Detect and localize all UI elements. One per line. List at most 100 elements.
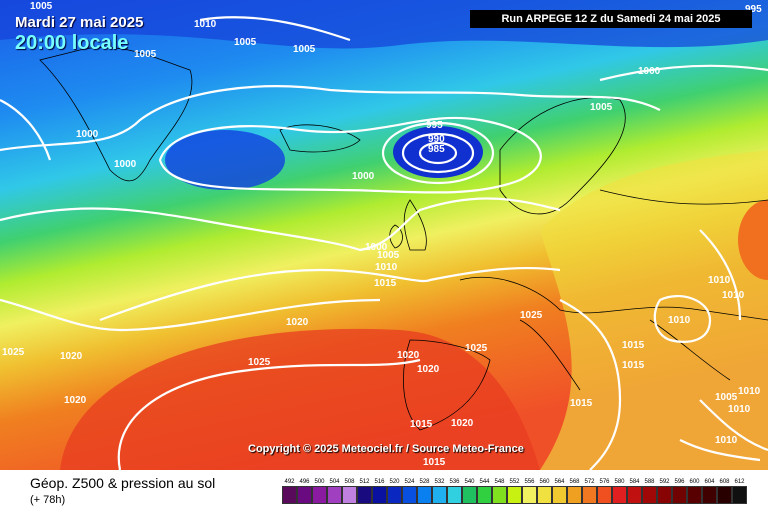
legend-swatch [717,486,732,504]
legend-swatch [297,486,312,504]
legend-label: 548 [494,479,505,485]
legend-cell: 600 [687,478,702,504]
legend-swatch [282,486,297,504]
isobar-label: 990 [428,134,445,145]
isobar-label: 1005 [377,250,400,261]
legend-swatch [642,486,657,504]
legend-cell: 548 [492,478,507,504]
legend-cell: 508 [342,478,357,504]
legend-swatch [597,486,612,504]
legend-cell: 524 [402,478,417,504]
forecast-time: 20:00 locale [15,32,129,54]
isobar-label: 1010 [668,315,691,326]
legend-cell: 492 [282,478,297,504]
legend-swatch [672,486,687,504]
legend-cell: 512 [357,478,372,504]
legend-cell: 608 [717,478,732,504]
legend-swatch [702,486,717,504]
isobar-label: 1010 [715,435,738,446]
isobar-label: 1015 [622,340,645,351]
isobar-label: 1025 [520,310,543,321]
legend-swatch [552,486,567,504]
legend-cell: 552 [507,478,522,504]
isobar-label: 1015 [622,360,645,371]
legend-cell: 544 [477,478,492,504]
legend-label: 516 [374,479,385,485]
footer-bar: Géop. Z500 & pression au sol (+ 78h) 492… [0,470,768,512]
pressure-map: 1005 1010 1005 1005 1005 995 1000 1005 1… [0,0,768,470]
isobar-label: 1010 [722,290,745,301]
legend-swatch [372,486,387,504]
legend-label: 540 [464,479,475,485]
isobar-label: 1015 [570,398,593,409]
legend-label: 588 [644,479,655,485]
isobar-label: 1000 [352,171,375,182]
legend-cell: 560 [537,478,552,504]
isobar-label: 1005 [30,1,53,12]
isobar-label: 1005 [293,44,316,55]
isobar-label: 995 [745,4,762,15]
isobar-label: 1020 [397,350,420,361]
isobar-label: 1005 [134,49,157,60]
legend-cell: 596 [672,478,687,504]
legend-cell: 612 [732,478,747,504]
isobar-label: 1000 [114,159,137,170]
isobar-label: 1010 [708,275,731,286]
forecast-lead-time: (+ 78h) [30,494,66,506]
legend-label: 560 [539,479,550,485]
isobar-label: 1015 [423,457,446,468]
isobar-label: 1005 [234,37,257,48]
legend-cell: 568 [567,478,582,504]
legend-label: 536 [449,479,460,485]
legend-swatch [312,486,327,504]
legend-label: 556 [524,479,535,485]
z500-blob-east [738,200,768,280]
legend-swatch [507,486,522,504]
legend-label: 580 [614,479,625,485]
legend-label: 496 [299,479,310,485]
legend-label: 564 [554,479,565,485]
legend-label: 500 [314,479,325,485]
isobars [0,16,768,470]
legend-label: 512 [359,479,370,485]
legend-swatch [417,486,432,504]
legend-swatch [462,486,477,504]
legend-cell: 540 [462,478,477,504]
legend-swatch [432,486,447,504]
legend-swatch [567,486,582,504]
legend-swatch [732,486,747,504]
legend-swatch [477,486,492,504]
isobar-label: 995 [426,120,443,131]
legend-swatch [327,486,342,504]
legend-cell: 516 [372,478,387,504]
z500-high-sw [60,328,540,470]
isobar-labels: 1005 1010 1005 1005 1005 995 1000 1005 1… [2,1,762,468]
legend-swatch [627,486,642,504]
legend-swatch [612,486,627,504]
legend-cell: 576 [597,478,612,504]
legend-label: 520 [389,479,400,485]
legend-label: 552 [509,479,520,485]
legend-swatch [402,486,417,504]
coastlines [39,46,768,431]
map-canvas: 1005 1010 1005 1005 1005 995 1000 1005 1… [0,0,768,470]
isobar-label: 1025 [465,343,488,354]
legend-label: 532 [434,479,445,485]
legend-cell: 500 [312,478,327,504]
isobar-label: 1005 [715,392,738,403]
legend-cell: 496 [297,478,312,504]
legend-cell: 536 [447,478,462,504]
copyright-notice: Copyright © 2025 Meteociel.fr / Source M… [248,443,524,455]
legend-swatch [687,486,702,504]
legend-label: 544 [479,479,490,485]
legend-cell: 520 [387,478,402,504]
legend-cell: 532 [432,478,447,504]
legend-label: 612 [734,479,745,485]
legend-label: 604 [704,479,715,485]
legend-label: 568 [569,479,580,485]
isobar-label: 1000 [76,129,99,140]
model-run-label: Run ARPEGE 12 Z du Samedi 24 mai 2025 [470,10,752,28]
legend-swatch [522,486,537,504]
legend-swatch [387,486,402,504]
legend-cell: 604 [702,478,717,504]
